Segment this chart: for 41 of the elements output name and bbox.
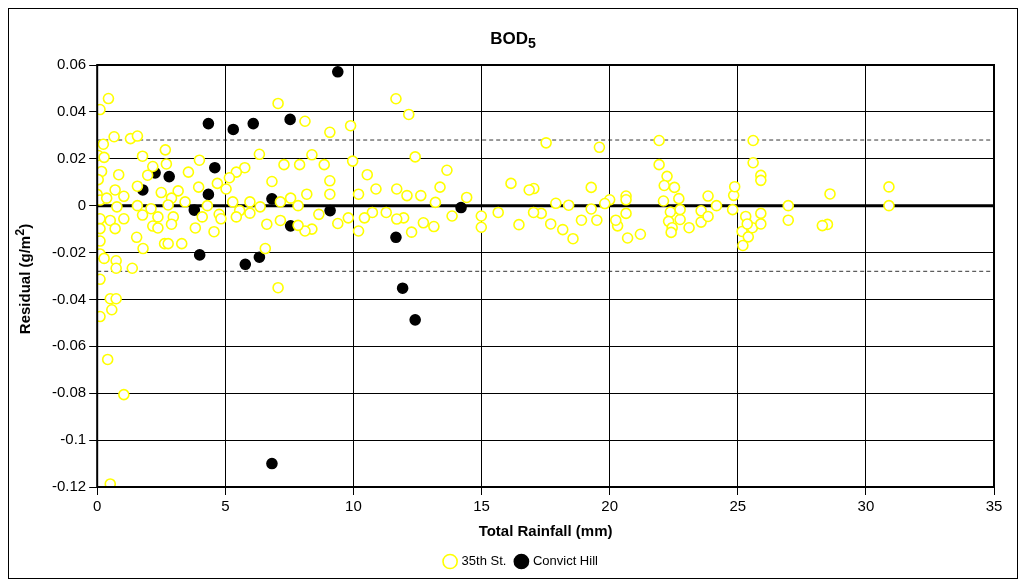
x-tick-label: 0: [93, 497, 102, 515]
point: [331, 66, 344, 78]
point: [247, 117, 260, 130]
y-tick-label: -0.12: [51, 477, 87, 495]
point: [202, 117, 215, 130]
y-tick-label: 0.02: [56, 148, 87, 166]
point: [193, 249, 206, 261]
point: [239, 258, 252, 271]
point: [284, 113, 296, 126]
point: [253, 251, 266, 264]
y-tick-label: -0.06: [51, 336, 87, 354]
point: [163, 170, 175, 183]
x-tick-label: 15: [473, 497, 490, 515]
point: [266, 193, 278, 205]
x-tick-label: 20: [601, 497, 618, 515]
point: [390, 231, 402, 244]
y-tick-label: 0.04: [56, 102, 87, 120]
legend-label: Convict Hill: [532, 553, 599, 569]
point: [266, 457, 278, 470]
legend-label: 35th St.: [461, 553, 507, 569]
x-tick-label: 10: [345, 497, 362, 515]
y-tick-label: 0: [77, 195, 87, 213]
y-tick-label: -0.1: [60, 430, 87, 448]
point: [409, 314, 421, 326]
point: [202, 188, 215, 201]
point: [188, 204, 201, 216]
chart-title: BOD$_{5}$: [489, 29, 537, 52]
y-tick-label: -0.04: [51, 289, 87, 307]
x-tick-label: 5: [221, 497, 230, 515]
point: [227, 123, 240, 136]
y-tick-label: -0.08: [51, 383, 87, 401]
x-tick-label: 25: [729, 497, 747, 515]
x-tick-label: 35: [985, 497, 1003, 515]
y-tick-label: 0.06: [56, 55, 87, 73]
x-tick-label: 30: [857, 497, 875, 515]
point: [324, 204, 336, 217]
y-tick-label: -0.02: [51, 242, 87, 260]
point: [209, 161, 221, 174]
point: [455, 201, 467, 214]
x-axis-title: Total Rainfall (mm): [478, 522, 613, 540]
point: [396, 282, 409, 294]
